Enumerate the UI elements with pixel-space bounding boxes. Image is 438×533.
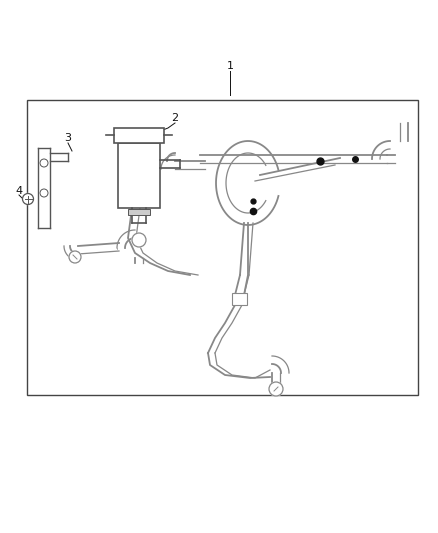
- Bar: [128, 209, 150, 215]
- Bar: [114, 128, 164, 143]
- Circle shape: [132, 233, 146, 247]
- Circle shape: [40, 159, 48, 167]
- Bar: [232, 293, 247, 305]
- Text: 2: 2: [171, 113, 179, 123]
- Bar: [118, 143, 160, 208]
- Bar: [27, 100, 418, 395]
- Circle shape: [69, 251, 81, 263]
- Text: 1: 1: [226, 61, 233, 71]
- Text: 4: 4: [15, 186, 23, 196]
- Text: 3: 3: [64, 133, 71, 143]
- Circle shape: [22, 193, 33, 205]
- Circle shape: [40, 189, 48, 197]
- Circle shape: [269, 382, 283, 396]
